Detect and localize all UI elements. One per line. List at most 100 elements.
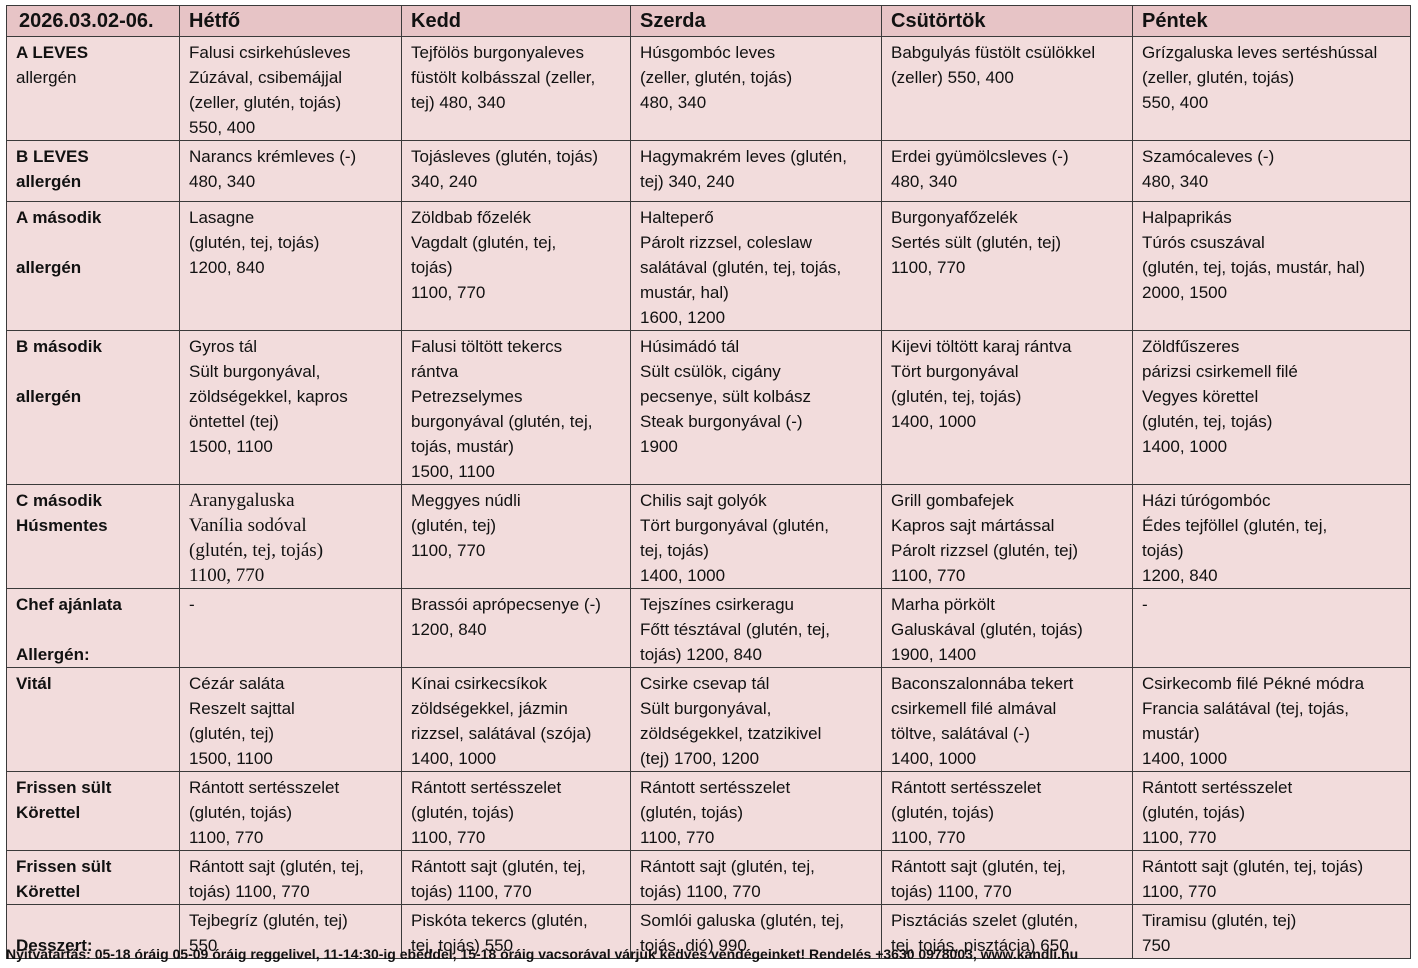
menu-item-line: Tört burgonyával — [891, 362, 1019, 381]
menu-item-line: tej, tojás, pisztácia) 650 — [891, 936, 1069, 955]
menu-item-line: Rántott sajt (glutén, tej, — [891, 857, 1066, 876]
menu-item-line: 1500, 1100 — [189, 749, 273, 768]
menu-item-line: Csirke csevap tál — [640, 674, 770, 693]
menu-item-line: Steak burgonyával (-) — [640, 412, 803, 431]
menu-item-line: Rántott sertésszelet — [891, 778, 1042, 797]
menu-item-line: (glutén, tej, tojás) — [189, 540, 324, 561]
menu-cell-friday: Rántott sertésszelet (glutén, tojás) 1100,… — [1132, 771, 1411, 851]
menu-cell-friday: Szamócaleves (-) 480, 340 — [1132, 140, 1411, 202]
row-label-line: B második — [16, 337, 102, 356]
menu-item-line: Sült burgonyával, — [640, 699, 772, 718]
menu-cell-tuesday: Meggyes núdli (glutén, tej) 1100, 770 — [401, 484, 631, 589]
menu-row-b-soup: B LEVES allergén Narancs krémleves (-) 480,… — [6, 140, 1411, 202]
menu-item-line: Vegyes körettel — [1142, 387, 1259, 406]
menu-item-line: mustár, hal) — [640, 283, 729, 302]
menu-item-line: 1500, 1100 — [189, 437, 273, 456]
row-label: B második allergén — [6, 330, 180, 485]
menu-item-line: 1600, 1200 — [640, 308, 726, 327]
row-label-line — [16, 359, 173, 384]
menu-row-c-main-meatless: C második Húsmentes Aranygaluska Vanília so… — [6, 484, 1411, 589]
row-label: Frissen sült Körettel — [6, 850, 180, 905]
menu-item-line: Lasagne — [189, 208, 255, 227]
menu-item-line: Rántott sajt (glutén, tej, — [411, 857, 586, 876]
menu-cell-monday: Rántott sertésszelet (glutén, tojás) 1100,… — [179, 771, 402, 851]
menu-item-line: (glutén, tojás) — [1142, 803, 1245, 822]
menu-item-line: tojás, mustár) — [411, 437, 514, 456]
week-date: 2026.03.02-06. — [6, 5, 180, 37]
menu-item-line: Rántott sertésszelet — [640, 778, 791, 797]
menu-cell-monday: Lasagne (glutén, tej, tojás) 1200, 840 — [179, 201, 402, 331]
menu-item-line: Párolt rizzsel (glutén, tej) — [891, 541, 1079, 560]
day-friday: Péntek — [1132, 5, 1411, 37]
menu-item-line: (glutén, tojás) — [189, 803, 292, 822]
menu-item-line: Babgulyás füstölt csülökkel — [891, 43, 1096, 62]
menu-item-line: Vanília sodóval — [189, 515, 307, 536]
menu-item-line: mustár) — [1142, 724, 1200, 743]
menu-cell-friday: - — [1132, 588, 1411, 668]
menu-item-line: 1200, 840 — [411, 620, 487, 639]
menu-cell-thursday: Pisztáciás szelet (glutén, tej, tojás, pi… — [881, 904, 1133, 959]
row-label: Vitál — [6, 667, 180, 772]
menu-row-chef-special: Chef ajánlata Allergén: - Brassói aprópecs… — [6, 588, 1411, 668]
menu-item-line: 480, 340 — [189, 172, 256, 191]
menu-item-line: Brassói aprópecsenye (-) — [411, 595, 601, 614]
menu-cell-thursday: Baconszalonnába tekert csirkemell filé al… — [881, 667, 1133, 772]
menu-cell-tuesday: Tejfölös burgonyaleves füstölt kolbásszal… — [401, 36, 631, 141]
menu-item-line: tojás) — [1142, 541, 1184, 560]
row-label-line: Körettel — [16, 882, 81, 901]
menu-item-line: (glutén, tej, tojás) — [1142, 412, 1273, 431]
row-label-line — [16, 617, 173, 642]
menu-item-line: Zöldbab főzelék — [411, 208, 532, 227]
menu-cell-thursday: Babgulyás füstölt csülökkel (zeller) 550,… — [881, 36, 1133, 141]
row-label-line: allergén — [16, 172, 82, 191]
menu-cell-wednesday: Tejszínes csirkeragu Főtt tésztával (glut… — [630, 588, 882, 668]
menu-item-line: Marha pörkölt — [891, 595, 995, 614]
row-label-line: allergén — [16, 387, 82, 406]
menu-cell-tuesday: Brassói aprópecsenye (-) 1200, 840 — [401, 588, 631, 668]
menu-item-line: tojás) 1100, 770 — [891, 882, 1012, 901]
menu-item-line: öntettel (tej) — [189, 412, 279, 431]
menu-cell-friday: Csirkecomb filé Pékné módra Francia salát… — [1132, 667, 1411, 772]
menu-cell-monday: Falusi csirkehúsleves Zúzával, csibemájja… — [179, 36, 402, 141]
row-label-line: A LEVES — [16, 43, 89, 62]
menu-item-line: (glutén, tojás) — [891, 803, 994, 822]
menu-cell-tuesday: Kínai csirkecsíkok zöldségekkel, jázmin ri… — [401, 667, 631, 772]
menu-cell-monday: Narancs krémleves (-) 480, 340 — [179, 140, 402, 202]
menu-cell-wednesday: Rántott sajt (glutén, tej, tojás) 1100, 7… — [630, 850, 882, 905]
menu-item-line: Francia salátával (tej, tojás, — [1142, 699, 1349, 718]
row-label-line — [16, 908, 173, 933]
menu-item-line: (glutén, tej) — [189, 724, 275, 743]
menu-cell-monday: Rántott sajt (glutén, tej, tojás) 1100, 7… — [179, 850, 402, 905]
menu-cell-thursday: Burgonyafőzelék Sertés sült (glutén, tej)… — [881, 201, 1133, 331]
row-label-line: Frissen sült — [16, 778, 112, 797]
menu-item-line: 1100, 770 — [189, 565, 265, 586]
menu-item-line: Tojásleves (glutén, tojás) — [411, 147, 599, 166]
menu-item-line: Grill gombafejek — [891, 491, 1014, 510]
menu-cell-friday: Halpaprikás Túrós csuszával (glutén, tej, … — [1132, 201, 1411, 331]
menu-cell-monday: Cézár saláta Reszelt sajttal (glutén, tej)… — [179, 667, 402, 772]
menu-item-line: 1100, 770 — [1142, 882, 1217, 901]
menu-row-a-soup: A LEVES allergén Falusi csirkehúsleves Zúzá… — [6, 36, 1411, 141]
menu-cell-wednesday: Rántott sertésszelet (glutén, tojás) 1100,… — [630, 771, 882, 851]
menu-cell-wednesday: Hagymakrém leves (glutén, tej) 340, 240 — [630, 140, 882, 202]
menu-item-line: Rántott sertésszelet — [1142, 778, 1293, 797]
menu-item-line: 1100, 770 — [891, 828, 966, 847]
menu-item-line: (zeller, glutén, tojás) — [189, 93, 342, 112]
day-tuesday: Kedd — [401, 5, 631, 37]
menu-item-line: 1100, 770 — [891, 258, 966, 277]
menu-item-line: 1100, 770 — [189, 828, 264, 847]
menu-item-line: Meggyes núdli — [411, 491, 521, 510]
menu-item-line: tojás, dió) 990 — [640, 936, 747, 955]
menu-cell-thursday: Marha pörkölt Galuskával (glutén, tojás) 1… — [881, 588, 1133, 668]
menu-item-line: (zeller) 550, 400 — [891, 68, 1014, 87]
day-monday: Hétfő — [179, 5, 402, 37]
menu-item-line: Tiramisu (glutén, tej) — [1142, 911, 1297, 930]
menu-item-line: tojás) 1100, 770 — [411, 882, 532, 901]
menu-cell-monday: Tejbegríz (glutén, tej) 550 — [179, 904, 402, 959]
menu-item-line: Grízgaluska leves sertéshússal — [1142, 43, 1378, 62]
menu-item-line: 480, 340 — [640, 93, 707, 112]
menu-item-line: Édes tejföllel (glutén, tej, — [1142, 516, 1328, 535]
menu-cell-tuesday: Rántott sertésszelet (glutén, tojás) 1100,… — [401, 771, 631, 851]
menu-item-line: tej, tojás) 550 — [411, 936, 514, 955]
menu-item-line: Galuskával (glutén, tojás) — [891, 620, 1083, 639]
